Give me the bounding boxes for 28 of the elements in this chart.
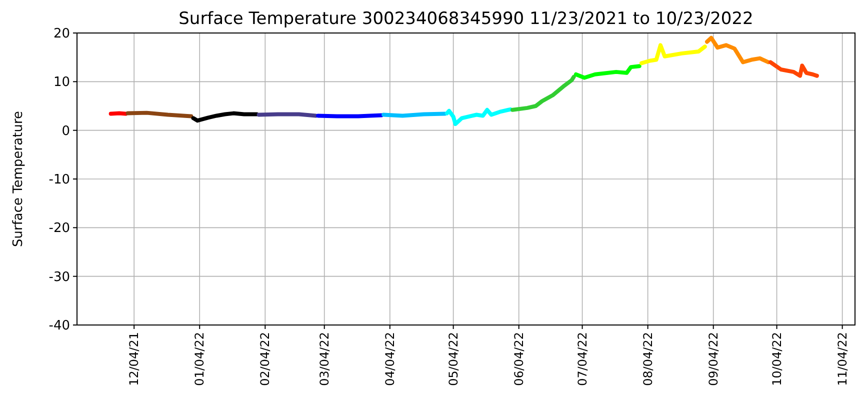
- line-series: [705, 36, 770, 64]
- x-tick-label: 08/04/22: [640, 332, 655, 386]
- line-series: [768, 60, 819, 78]
- y-tick-label: -10: [48, 172, 70, 188]
- x-tick-label: 06/04/22: [512, 332, 526, 386]
- x-tick-label: 04/04/22: [382, 332, 397, 386]
- x-tick-label: 07/04/22: [575, 332, 590, 386]
- x-tick-label: 12/04/21: [127, 332, 142, 386]
- y-tick-label: -40: [48, 318, 70, 334]
- x-tick-label: 09/04/22: [706, 332, 720, 386]
- line-series: [639, 43, 707, 66]
- x-tick-label: 01/04/22: [192, 332, 207, 386]
- x-tick-label: 02/04/22: [258, 332, 272, 386]
- y-tick-label: -20: [48, 221, 70, 236]
- x-tick-label: 03/04/22: [317, 332, 332, 386]
- line-series: [510, 74, 576, 112]
- x-tick-label: 11/04/22: [835, 332, 850, 386]
- y-tick-label: 0: [62, 124, 70, 139]
- y-tick-label: 20: [53, 26, 70, 42]
- line-series: [191, 111, 259, 123]
- line-series: [574, 64, 642, 80]
- y-tick-label: 10: [53, 75, 70, 90]
- y-tick-label: -30: [48, 270, 70, 285]
- x-tick-label: 10/04/22: [770, 332, 784, 386]
- x-tick-label: 05/04/22: [446, 332, 460, 386]
- line-series: [444, 107, 512, 126]
- chart-title: Surface Temperature 300234068345990 11/23/2021 to 10/23/2022: [178, 9, 754, 29]
- y-axis-title: Surface Temperature: [11, 110, 26, 248]
